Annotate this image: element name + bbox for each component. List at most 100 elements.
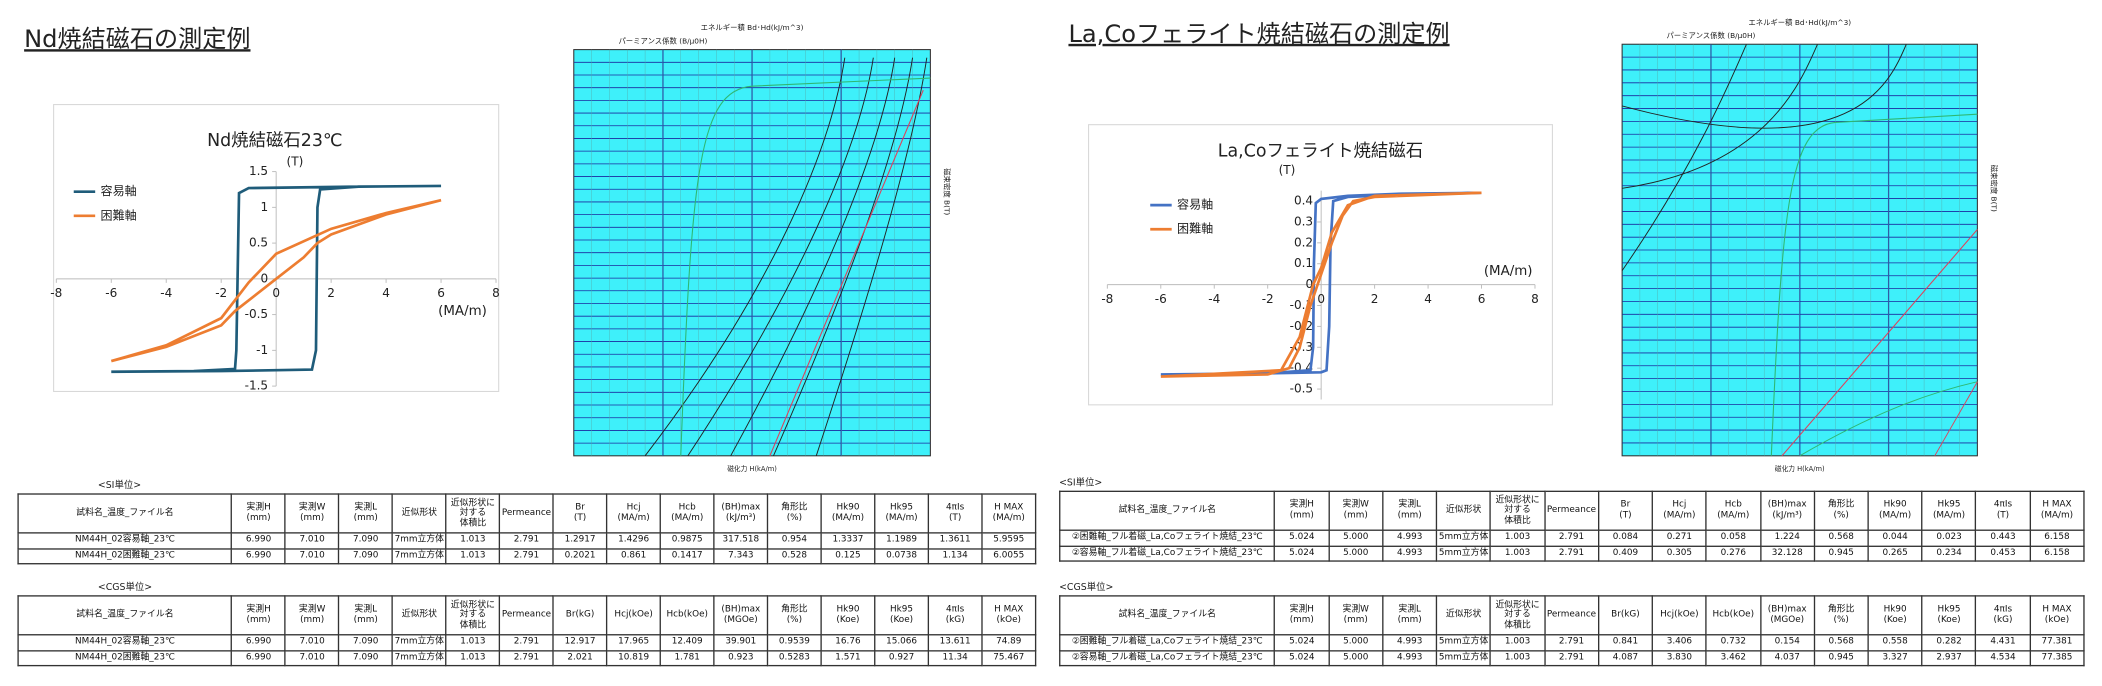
header-cell: Hk95 (MA/m) — [874, 493, 930, 534]
header-cell: 近似形状に 対する 体積比 — [445, 493, 501, 534]
table-cell: 5.000 — [1328, 529, 1384, 547]
data-table: 試料名_温度_ファイル名 実測H (mm) 実測W (mm) 実測L (mm) 近似形状… — [17, 493, 1037, 565]
table-cell: 5mm立方体 — [1435, 529, 1492, 547]
table-cell: 10.819 — [606, 649, 662, 667]
table-cell: 7.010 — [284, 532, 340, 549]
header-cell: Hk90 (Koe) — [1867, 595, 1923, 636]
table-cell: 5mm立方体 — [1435, 649, 1492, 667]
table-cell: 12.917 — [552, 634, 608, 651]
table-cell: 3.462 — [1705, 649, 1761, 667]
data-table: 試料名_温度_ファイル名 実測H (mm) 実測W (mm) 実測L (mm) 近似形状… — [17, 595, 1037, 667]
header-cell: Hk95 (Koe) — [874, 595, 930, 636]
y-tick-label: 1 — [260, 200, 268, 214]
bh-x-label: 磁化力 H(kA/m) — [727, 464, 777, 473]
bh-energy-curve — [1622, 44, 1907, 129]
table-cell: 1.571 — [820, 649, 876, 667]
table-cell: 32.128 — [1759, 544, 1815, 562]
y-tick-label: 0.5 — [249, 236, 268, 250]
bh-energy-curve — [1621, 44, 1747, 271]
table-row: ②容易軸_フル着磁_La,Coフェライト焼結_23℃ 5.024 5.000 4.99… — [1059, 544, 2085, 562]
table-cell: 3.406 — [1651, 634, 1708, 651]
header-cell: 実測W (mm) — [284, 595, 340, 636]
table-cell: 0.044 — [1867, 529, 1923, 547]
table-cell: 6.990 — [231, 532, 287, 549]
table-cell: 4.993 — [1382, 544, 1438, 562]
table-cell: 1.2917 — [552, 532, 608, 549]
header-cell: Permeance — [1543, 490, 1600, 531]
header-cell: 実測L (mm) — [1382, 595, 1438, 636]
table-row: ②困難軸_フル着磁_La,Coフェライト焼結_23℃ 5.024 5.000 4.99… — [1059, 529, 2085, 547]
header-cell: 角形比 (%) — [766, 493, 822, 534]
header-cell: 近似形状 — [391, 493, 447, 534]
table-cell: 75.467 — [981, 649, 1037, 667]
header-cell: 試料名_温度_ファイル名 — [17, 493, 233, 534]
table-cell: 2.937 — [1921, 649, 1977, 667]
header-cell: Br(kG) — [552, 595, 608, 636]
table-cell: 0.568 — [1813, 529, 1869, 547]
header-cell: Hk95 (Koe) — [1921, 595, 1977, 636]
header-cell: Br (T) — [1597, 490, 1654, 531]
bh-y-label: 磁束密度 B(T) — [1989, 165, 1998, 212]
table-caption: <CGS単位> — [1059, 581, 1114, 593]
table-cell: 0.125 — [820, 547, 876, 565]
table-cell: 1.013 — [445, 634, 501, 651]
table-cell: 0.9539 — [766, 634, 822, 651]
table-row: NM44H_02容易軸_23℃ 6.990 7.010 7.090 7mm立方体 1.01… — [17, 634, 1037, 651]
table-cell: 1.013 — [445, 547, 501, 565]
table-cell: 6.990 — [231, 547, 287, 565]
y-tick-label: 0.2 — [1294, 235, 1313, 249]
y-axis-label: (T) — [287, 155, 304, 169]
table-cell: 6.990 — [231, 649, 287, 667]
series-line — [1160, 191, 1482, 378]
table-cell: 0.841 — [1597, 634, 1654, 651]
x-tick-label: -2 — [215, 286, 227, 300]
table-cell: 4.037 — [1759, 649, 1815, 667]
table-cell: 39.901 — [713, 634, 769, 651]
legend-label: 容易軸 — [1177, 197, 1213, 212]
table-cell: 4.431 — [1975, 634, 2031, 651]
table-cell: 2.791 — [1543, 544, 1600, 562]
header-cell: H MAX (kOe) — [2029, 595, 2085, 636]
chart-title: La,Coフェライト焼結磁石 — [1218, 141, 1423, 161]
header-cell: Hcb(kOe) — [659, 595, 715, 636]
y-tick-label: 0 — [1305, 277, 1313, 291]
table-cell: 17.965 — [606, 634, 662, 651]
table-cell: 1.224 — [1759, 529, 1815, 547]
bh-curve — [1934, 381, 1978, 457]
x-axis-label: (MA/m) — [438, 304, 487, 319]
table-cell: 1.781 — [659, 649, 715, 667]
table-cell: 5.000 — [1328, 544, 1384, 562]
table-cell: 5.9595 — [981, 532, 1037, 549]
table-cell: 0.945 — [1813, 649, 1869, 667]
header-cell: H MAX (MA/m) — [2029, 490, 2085, 531]
table-cell: 2.791 — [499, 649, 554, 667]
table-cell: 4.993 — [1382, 529, 1438, 547]
legend-label: 困難軸 — [1177, 221, 1213, 236]
table-cell: 0.023 — [1921, 529, 1977, 547]
x-tick-label: 0 — [1317, 292, 1325, 306]
header-cell: (BH)max (kJ/m³) — [713, 493, 769, 534]
header-cell: 近似形状に 対する 体積比 — [1489, 595, 1546, 636]
data-table: 試料名_温度_ファイル名 実測H (mm) 実測W (mm) 実測L (mm) 近似形状… — [1059, 490, 2085, 562]
table-cell: 7mm立方体 — [391, 634, 447, 651]
table-cell: 5.024 — [1274, 544, 1330, 562]
header-cell: 近似形状 — [1435, 595, 1492, 636]
bh-energy-curve — [644, 57, 846, 457]
header-cell: (BH)max (kJ/m³) — [1759, 490, 1815, 531]
table-row: NM44H_02容易軸_23℃ 6.990 7.010 7.090 7mm立方体 1.01… — [17, 532, 1037, 549]
bh-curve — [1770, 113, 1978, 456]
header-cell: 試料名_温度_ファイル名 — [1059, 490, 1276, 531]
header-cell: Hk90 (Koe) — [820, 595, 876, 636]
table-cell: 77.381 — [2029, 634, 2085, 651]
header-cell: 4πIs (T) — [927, 493, 983, 534]
legend-label: 困難軸 — [101, 207, 137, 222]
table-cell: 5.024 — [1274, 529, 1330, 547]
header-cell: 近似形状 — [391, 595, 447, 636]
header-cell: 実測L (mm) — [338, 595, 394, 636]
table-cell: NM44H_02容易軸_23℃ — [17, 634, 233, 651]
x-tick-label: -4 — [1208, 292, 1220, 306]
table-cell: 0.305 — [1651, 544, 1708, 562]
table-cell: 0.453 — [1975, 544, 2031, 562]
bh-curve — [1781, 229, 1978, 457]
